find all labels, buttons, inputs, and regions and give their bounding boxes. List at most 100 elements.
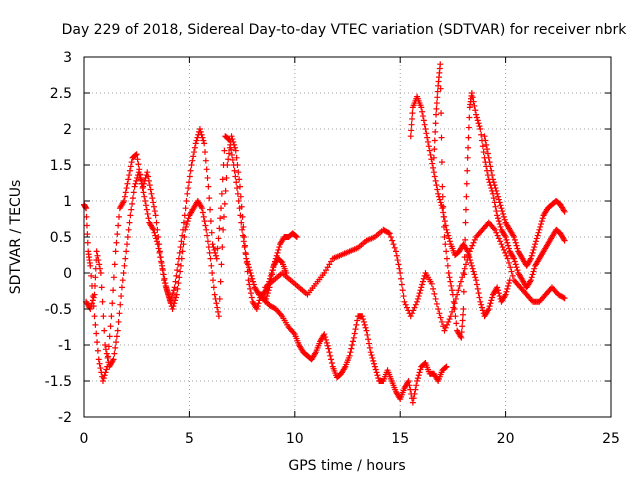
interpolated-point-marker	[462, 236, 469, 243]
data-point-marker	[234, 190, 241, 197]
interpolated-point-marker	[231, 144, 238, 151]
interpolated-point-marker	[185, 215, 192, 222]
interpolated-point-marker	[103, 366, 110, 373]
interpolated-point-marker	[84, 239, 91, 246]
interpolated-point-marker	[529, 271, 536, 278]
interpolated-point-marker	[450, 298, 457, 305]
interpolated-point-marker	[374, 372, 381, 379]
interpolated-point-marker	[134, 156, 141, 163]
interpolated-point-marker	[221, 200, 228, 207]
interpolated-point-marker	[208, 229, 215, 236]
interpolated-point-marker	[144, 210, 151, 217]
interpolated-point-marker	[213, 300, 220, 307]
interpolated-point-marker	[539, 215, 546, 222]
interpolated-point-marker	[184, 218, 191, 225]
interpolated-point-marker	[466, 114, 473, 121]
interpolated-point-marker	[411, 390, 418, 397]
interpolated-point-marker	[493, 208, 500, 215]
interpolated-point-marker	[177, 268, 184, 275]
interpolated-point-marker	[530, 268, 537, 275]
interpolated-point-marker	[496, 221, 503, 228]
interpolated-point-marker	[434, 88, 441, 95]
interpolated-point-marker	[465, 251, 472, 258]
x-tick-label: 25	[602, 431, 620, 447]
interpolated-point-marker	[123, 185, 130, 192]
interpolated-point-marker	[171, 300, 178, 307]
interpolated-point-marker	[189, 157, 196, 164]
interpolated-point-marker	[94, 339, 101, 346]
interpolated-point-marker	[432, 177, 439, 184]
interpolated-point-marker	[528, 252, 535, 259]
interpolated-point-marker	[511, 236, 518, 243]
interpolated-point-marker	[250, 278, 257, 285]
data-point-marker	[414, 378, 421, 384]
interpolated-point-marker	[504, 285, 511, 292]
data-point-marker	[224, 162, 231, 168]
interpolated-point-marker	[509, 272, 516, 279]
data-point-marker	[205, 183, 212, 190]
y-tick-label: -1	[58, 338, 72, 354]
data-point-marker	[397, 270, 404, 276]
interpolated-point-marker	[406, 382, 413, 389]
interpolated-point-marker	[419, 278, 426, 285]
interpolated-point-marker	[183, 221, 190, 228]
interpolated-point-marker	[486, 159, 493, 166]
interpolated-point-marker	[393, 252, 400, 259]
interpolated-point-marker	[247, 290, 254, 297]
data-point-marker	[485, 306, 492, 312]
interpolated-point-marker	[140, 189, 147, 196]
data-point-marker	[184, 190, 191, 197]
data-point-marker	[359, 313, 366, 320]
interpolated-point-marker	[423, 130, 430, 137]
interpolated-point-marker	[160, 271, 167, 278]
interpolated-point-marker	[443, 255, 450, 262]
interpolated-point-marker	[491, 199, 498, 206]
data-point-marker	[133, 151, 140, 158]
data-point-marker	[123, 248, 130, 255]
interpolated-point-marker	[371, 360, 378, 367]
interpolated-point-marker	[465, 144, 472, 151]
data-point-marker	[449, 291, 456, 298]
interpolated-point-marker	[234, 162, 241, 168]
interpolated-point-marker	[238, 219, 245, 226]
interpolated-point-marker	[493, 187, 500, 194]
interpolated-point-marker	[433, 300, 440, 307]
data-point-marker	[177, 262, 184, 269]
interpolated-point-marker	[115, 222, 122, 229]
interpolated-point-marker	[208, 262, 215, 269]
interpolated-point-marker	[94, 252, 101, 259]
interpolated-point-marker	[440, 213, 447, 220]
interpolated-point-marker	[420, 275, 427, 282]
data-point-marker	[91, 291, 98, 298]
interpolated-point-marker	[88, 272, 95, 279]
interpolated-point-marker	[126, 172, 133, 179]
interpolated-point-marker	[465, 134, 472, 141]
interpolated-point-marker	[449, 287, 456, 294]
interpolated-point-marker	[176, 274, 183, 281]
interpolated-point-marker	[94, 347, 101, 354]
interpolated-point-marker	[484, 150, 491, 157]
interpolated-point-marker	[143, 206, 150, 213]
interpolated-point-marker	[456, 282, 463, 289]
interpolated-point-marker	[413, 382, 420, 389]
data-point-marker	[367, 349, 374, 356]
interpolated-point-marker	[464, 167, 471, 174]
data-point-marker	[460, 306, 467, 312]
data-point-marker	[140, 183, 147, 190]
interpolated-point-marker	[489, 172, 496, 179]
interpolated-point-marker	[100, 313, 107, 320]
data-point-marker	[527, 277, 534, 284]
data-point-marker	[477, 126, 484, 132]
interpolated-point-marker	[153, 219, 160, 226]
interpolated-point-marker	[158, 259, 165, 266]
interpolated-point-marker	[129, 195, 136, 202]
interpolated-point-marker	[484, 146, 491, 153]
interpolated-point-marker	[327, 352, 334, 359]
interpolated-point-marker	[233, 179, 240, 186]
interpolated-point-marker	[471, 271, 478, 278]
interpolated-point-marker	[103, 350, 110, 357]
interpolated-point-marker	[427, 151, 434, 158]
interpolated-point-marker	[156, 241, 163, 248]
interpolated-point-marker	[255, 300, 262, 307]
interpolated-point-marker	[508, 268, 515, 275]
